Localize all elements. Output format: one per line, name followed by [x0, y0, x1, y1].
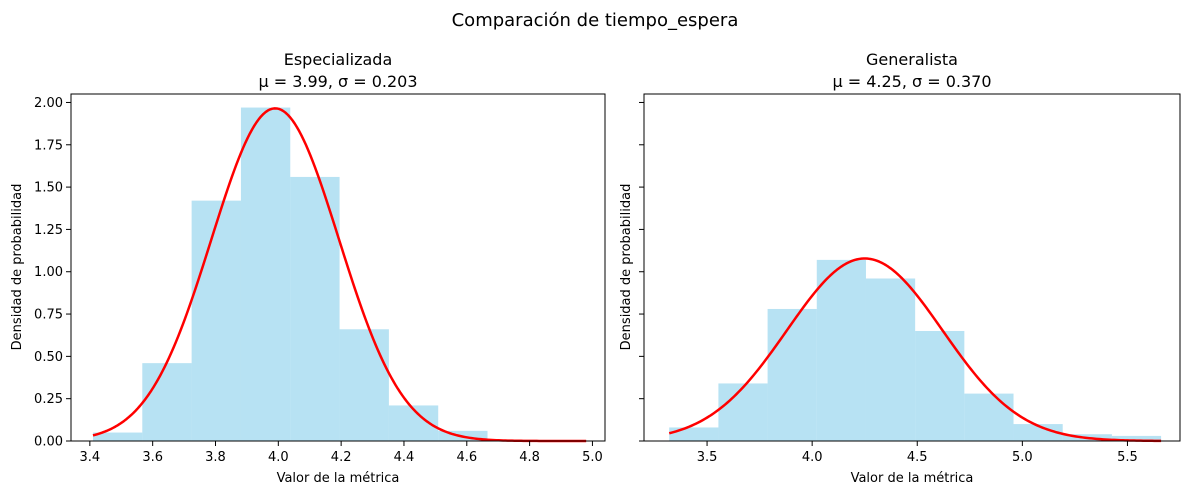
y-axis-label: Densidad de probabilidad [10, 184, 25, 351]
histogram-bar [718, 383, 768, 441]
y-tick-label: 1.75 [34, 138, 63, 153]
y-tick-label: 2.00 [34, 96, 63, 111]
y-tick-label: 0.50 [34, 350, 63, 365]
x-axis-label: Valor de la métrica [851, 471, 974, 486]
y-axis-ticks: 0.00 0.25 0.50 0.75 1.00 1.25 1.50 1.75 2.00 [34, 96, 71, 450]
x-tick-label: 4.5 [907, 450, 928, 465]
x-tick-label: 4.2 [331, 450, 352, 465]
x-tick-label: 3.6 [142, 450, 163, 465]
histogram-bars [92, 107, 488, 441]
chart-subtitle: μ = 4.25, σ = 0.370 [832, 72, 991, 91]
histogram-bar [92, 432, 143, 441]
histogram-bar [240, 107, 291, 441]
chart-title: Generalista [866, 50, 958, 69]
x-tick-label: 5.5 [1117, 450, 1138, 465]
y-tick-label: 1.25 [34, 223, 63, 238]
chart-panel-generalista: Generalista μ = 4.25, σ = 0.370 3.5 4.0 4.… [619, 50, 1181, 486]
normal-fit-layer [668, 257, 1162, 443]
x-tick-label: 4.0 [802, 450, 823, 465]
histogram-bar [1013, 424, 1063, 441]
x-tick-label: 4.8 [519, 450, 540, 465]
plot-frame [643, 93, 1181, 442]
histogram-bar [816, 259, 866, 441]
histogram-bars [669, 259, 1162, 441]
plot-frame [70, 93, 606, 442]
chart-subtitle: μ = 3.99, σ = 0.203 [258, 72, 417, 91]
y-axis-label: Densidad de probabilidad [619, 184, 634, 351]
histogram-bar [865, 278, 916, 441]
chart-panel-especializada: Especializada μ = 3.99, σ = 0.203 3.4 3.6… [10, 50, 606, 486]
x-tick-label: 3.5 [697, 450, 718, 465]
normal-fit-layer [92, 107, 587, 443]
y-tick-label: 1.50 [34, 181, 63, 196]
x-axis-label: Valor de la métrica [277, 471, 400, 486]
chart-title: Especializada [284, 50, 393, 69]
y-tick-label: 0.75 [34, 308, 63, 323]
histogram-bar [290, 176, 340, 441]
y-tick-label: 0.00 [34, 435, 63, 450]
y-tick-label: 1.00 [34, 265, 63, 280]
histogram-bar [191, 200, 241, 441]
histogram-bar [339, 329, 389, 441]
histogram-bar [1111, 435, 1162, 441]
normal-fit-curve [668, 257, 1162, 443]
histogram-bar [142, 363, 192, 441]
x-axis-ticks: 3.5 4.0 4.5 5.0 5.5 [697, 441, 1138, 465]
y-axis-ticks [639, 101, 644, 442]
y-tick-label: 0.25 [34, 392, 63, 407]
figure-suptitle: Comparación de tiempo_espera [452, 10, 739, 31]
normal-fit-curve [92, 107, 587, 443]
histogram-bar [964, 393, 1014, 441]
x-tick-label: 4.0 [268, 450, 289, 465]
histogram-bar [669, 427, 719, 441]
x-tick-label: 4.6 [456, 450, 477, 465]
x-axis-ticks: 3.4 3.6 3.8 4.0 4.2 4.4 4.6 4.8 5.0 [80, 441, 603, 465]
histogram-bar [915, 330, 965, 441]
x-tick-label: 3.4 [80, 450, 101, 465]
x-tick-label: 3.8 [205, 450, 226, 465]
x-tick-label: 5.0 [1012, 450, 1033, 465]
x-tick-label: 5.0 [582, 450, 603, 465]
histogram-bar [767, 308, 817, 441]
x-tick-label: 4.4 [394, 450, 415, 465]
